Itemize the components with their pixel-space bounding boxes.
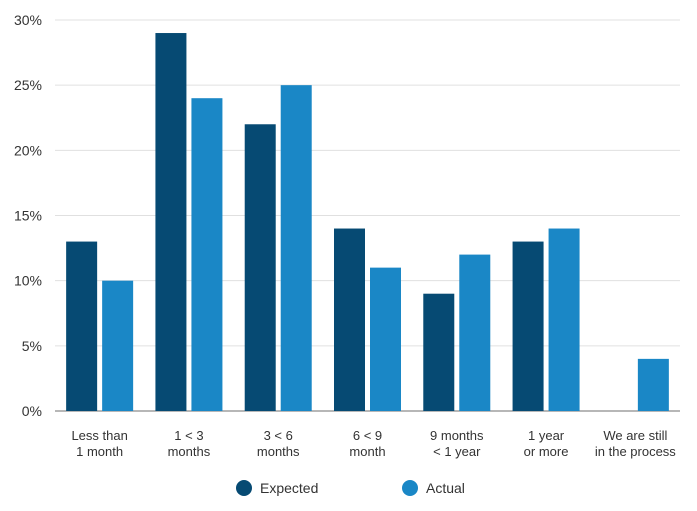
bar-actual-1 — [191, 98, 223, 411]
x-tick-label: 1 month — [76, 444, 123, 459]
bars — [66, 33, 669, 412]
bar-actual-0 — [102, 280, 134, 411]
x-tick-label: months — [168, 444, 211, 459]
bar-actual-4 — [459, 254, 491, 411]
bar-actual-2 — [280, 85, 312, 412]
bar-actual-3 — [370, 267, 401, 411]
legend: Expected Actual — [236, 480, 465, 496]
y-tick-label: 20% — [14, 142, 42, 158]
x-tick-label: Less than — [71, 428, 127, 443]
x-tick-label: in the process — [595, 444, 676, 459]
bar-expected-4 — [423, 293, 455, 411]
x-tick-label: < 1 year — [433, 444, 481, 459]
legend-label-actual: Actual — [426, 480, 465, 496]
y-axis: 0% 5% 10% 15% 20% 25% 30% — [14, 12, 42, 419]
bar-actual-6 — [637, 358, 669, 411]
legend-swatch-actual — [402, 480, 418, 496]
bar-expected-5 — [512, 241, 544, 411]
bar-actual-5 — [548, 228, 580, 411]
y-tick-label: 25% — [14, 77, 42, 93]
x-tick-label: or more — [524, 444, 569, 459]
x-tick-label: month — [349, 444, 385, 459]
x-tick-label: 1 < 3 — [174, 428, 203, 443]
bar-expected-2 — [244, 124, 276, 412]
y-tick-label: 0% — [22, 403, 42, 419]
bar-expected-3 — [334, 228, 365, 411]
gridlines — [55, 19, 680, 412]
x-tick-label: 6 < 9 — [353, 428, 382, 443]
legend-label-expected: Expected — [260, 480, 318, 496]
x-tick-label: 3 < 6 — [264, 428, 293, 443]
bar-expected-1 — [155, 33, 187, 412]
x-tick-label: 1 year — [528, 428, 565, 443]
y-tick-label: 10% — [14, 273, 42, 289]
x-tick-label: We are still — [603, 428, 667, 443]
legend-swatch-expected — [236, 480, 252, 496]
y-tick-label: 5% — [22, 338, 42, 354]
x-tick-label: months — [257, 444, 300, 459]
y-tick-label: 30% — [14, 12, 42, 28]
y-tick-label: 15% — [14, 208, 42, 224]
x-tick-label: 9 months — [430, 428, 484, 443]
bar-expected-0 — [66, 241, 98, 411]
